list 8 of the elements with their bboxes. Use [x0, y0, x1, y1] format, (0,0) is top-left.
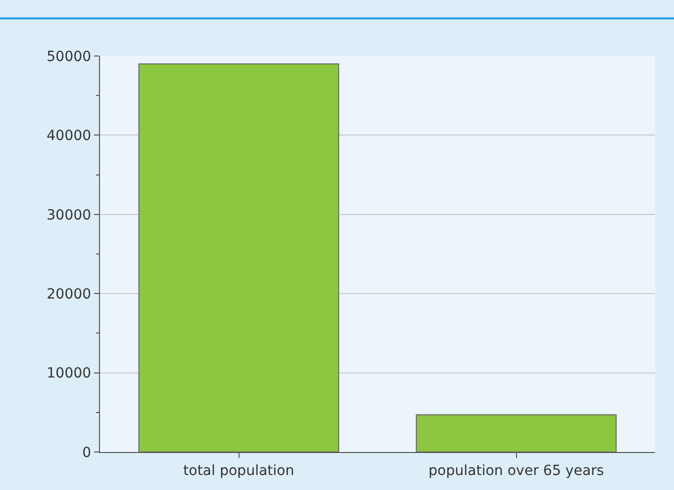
y-tick-label: 50000	[46, 48, 92, 65]
y-tick-label: 40000	[46, 128, 92, 144]
y-tick-label: 20000	[46, 286, 92, 302]
y-tick-label: 0	[82, 444, 92, 461]
y-tick-label: 30000	[46, 207, 92, 224]
x-tick-label: total population	[183, 462, 294, 479]
x-tick-label: population over 65 years	[428, 462, 604, 479]
y-tick-label: 10000	[46, 366, 92, 382]
